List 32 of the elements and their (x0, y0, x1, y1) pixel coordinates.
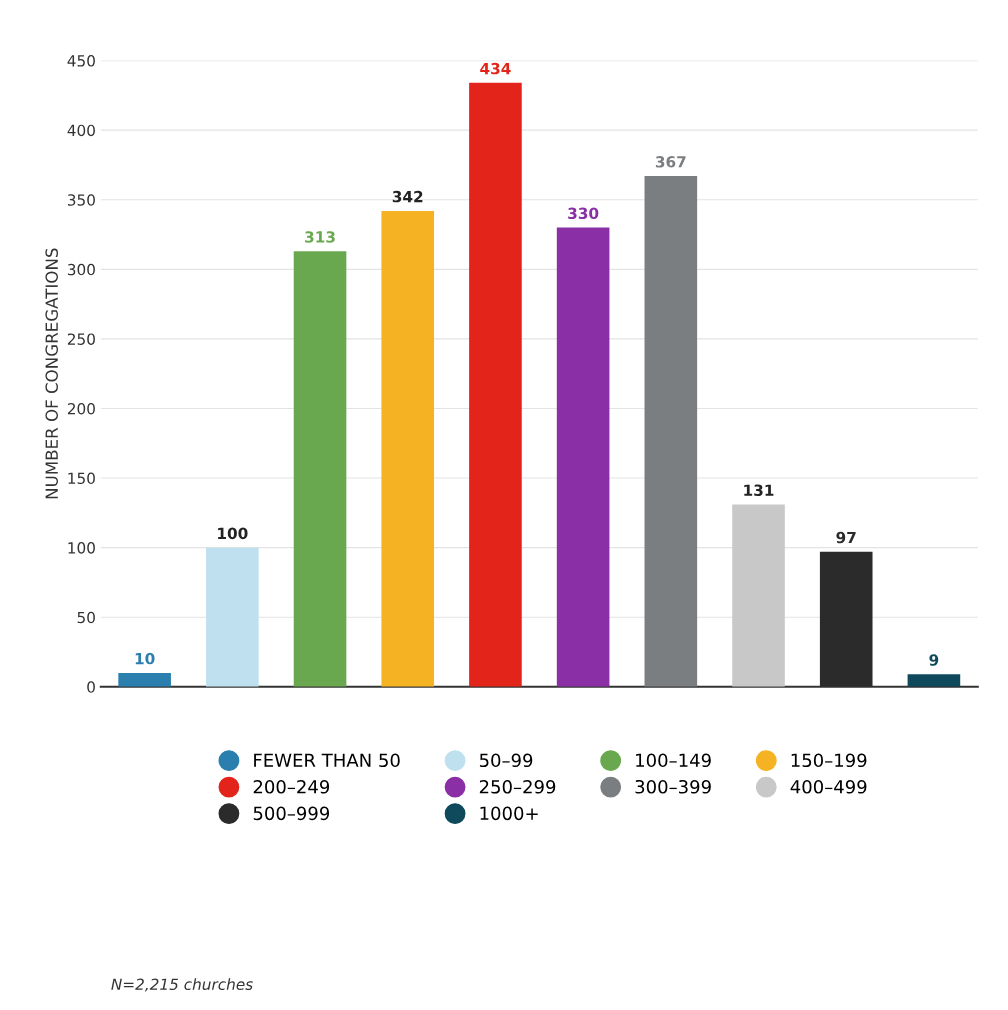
data-label: 367 (655, 156, 686, 168)
legend-label: 150–199 (791, 753, 867, 768)
data-label: 97 (836, 531, 856, 544)
legend-label: 200–249 (253, 779, 330, 794)
y-tick-label: 250 (67, 333, 95, 345)
y-tick-label: 200 (67, 402, 95, 415)
y-tick-label: 100 (68, 542, 95, 554)
legend-label: 1000+ (480, 806, 538, 821)
y-tick-label: 50 (77, 611, 95, 624)
data-label: 9 (929, 654, 939, 666)
y-tick-label: 350 (67, 194, 95, 206)
data-label: 342 (392, 190, 423, 203)
y-axis-title: NUMBER OF CONGREGATIONS (45, 248, 58, 499)
data-label: 100 (218, 527, 248, 540)
y-tick-label: 0 (87, 681, 95, 693)
data-label: 131 (744, 484, 774, 496)
legend-label: 300–399 (635, 779, 711, 794)
legend-label: 500–999 (253, 806, 330, 821)
legend-label: 50–99 (479, 753, 533, 768)
legend-label: 100–149 (636, 753, 711, 768)
data-label: 313 (305, 231, 335, 243)
data-label: 434 (480, 62, 511, 75)
legend-label: 250–299 (479, 779, 556, 794)
y-tick-label: 150 (68, 472, 95, 485)
data-label: 330 (568, 207, 599, 220)
text: N=2,215 churches (111, 978, 253, 992)
data-label: 10 (135, 652, 155, 665)
legend-label: 400–499 (790, 779, 867, 794)
y-tick-label: 400 (67, 124, 95, 137)
y-tick-label: 300 (67, 263, 95, 276)
legend-label: FEWER THAN 50 (254, 753, 400, 768)
y-tick-label: 450 (67, 55, 95, 67)
